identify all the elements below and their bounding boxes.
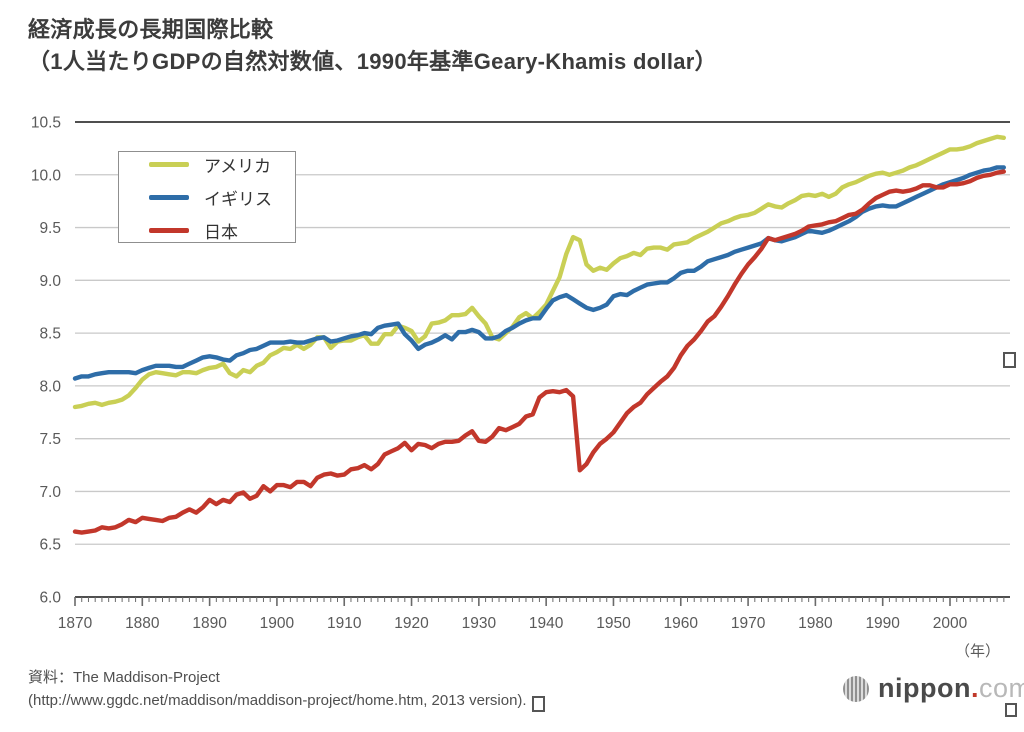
svg-text:1930: 1930 <box>462 615 497 632</box>
chart-title: 経済成長の長期国際比較 （1人当たりGDPの自然対数値、1990年基準Geary… <box>28 14 717 78</box>
usa-line-swatch <box>149 161 189 167</box>
svg-text:9.0: 9.0 <box>39 273 61 290</box>
svg-text:1940: 1940 <box>529 615 564 632</box>
nippon-com-logo: nippon.com <box>843 673 1024 704</box>
svg-text:10.5: 10.5 <box>31 115 61 132</box>
svg-text:8.0: 8.0 <box>39 378 61 395</box>
legend-item-japan: 日本 <box>149 218 295 243</box>
svg-text:1920: 1920 <box>394 615 429 632</box>
svg-text:1910: 1910 <box>327 615 362 632</box>
legend-item-uk: イギリス <box>149 185 295 210</box>
data-series-lines <box>72 134 1006 535</box>
svg-text:1990: 1990 <box>865 615 900 632</box>
missing-glyph-box <box>1003 352 1016 368</box>
svg-text:9.5: 9.5 <box>39 220 61 237</box>
svg-text:1880: 1880 <box>125 615 160 632</box>
source-line1: 資料：The Maddison-Project <box>28 669 220 686</box>
svg-text:7.0: 7.0 <box>39 484 61 501</box>
svg-text:8.5: 8.5 <box>39 326 61 343</box>
svg-text:1900: 1900 <box>260 615 295 632</box>
svg-text:1890: 1890 <box>192 615 227 632</box>
svg-text:1870: 1870 <box>58 615 93 632</box>
svg-text:6.5: 6.5 <box>39 537 61 554</box>
legend: アメリカ イギリス 日本 <box>118 151 296 243</box>
svg-text:2000: 2000 <box>933 615 968 632</box>
svg-text:1980: 1980 <box>798 615 833 632</box>
svg-text:1960: 1960 <box>664 615 699 632</box>
axis-ticks <box>74 597 1005 606</box>
legend-item-usa: アメリカ <box>149 152 295 177</box>
chart-title-line1: 経済成長の長期国際比較 <box>28 17 274 42</box>
missing-glyph-box <box>532 696 545 712</box>
svg-text:1950: 1950 <box>596 615 631 632</box>
striped-globe-icon <box>843 675 869 702</box>
legend-label-japan: 日本 <box>204 222 238 242</box>
chart-title-line2: （1人当たりGDPの自然対数値、1990年基準Geary-Khamis doll… <box>28 49 717 74</box>
legend-label-usa: アメリカ <box>204 156 272 176</box>
axis-labels: 6.0 6.5 7.0 7.5 8.0 8.5 9.0 9.5 10.0 10.5 1870 1880… <box>31 115 1000 661</box>
svg-text:7.5: 7.5 <box>39 431 61 448</box>
logo-text: nippon.com <box>878 673 1024 703</box>
svg-text:6.0: 6.0 <box>39 590 61 607</box>
svg-text:10.0: 10.0 <box>31 167 62 184</box>
missing-glyph-box <box>1005 703 1017 717</box>
uk-line-swatch <box>149 194 189 200</box>
japan-line-swatch <box>149 227 189 233</box>
legend-label-uk: イギリス <box>204 189 272 209</box>
source-note: 資料：The Maddison-Project (http://www.ggdc… <box>28 666 527 712</box>
svg-text:1970: 1970 <box>731 615 766 632</box>
source-line2: (http://www.ggdc.net/maddison/maddison-p… <box>28 692 527 709</box>
svg-text:（年）: （年） <box>955 643 1000 660</box>
